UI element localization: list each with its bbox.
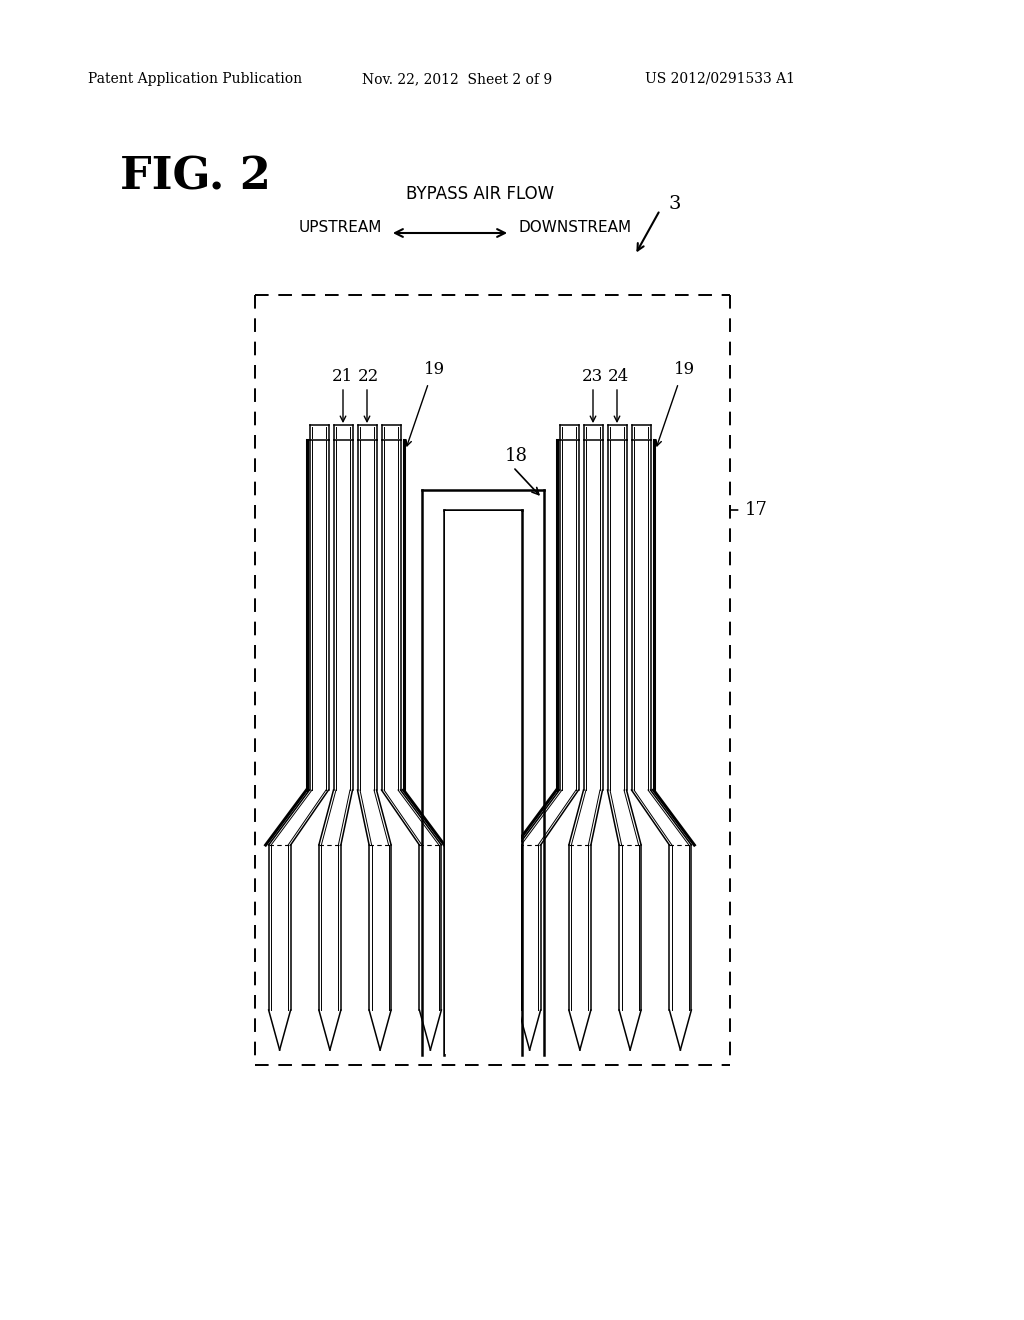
- Text: 21: 21: [332, 368, 352, 385]
- Text: 23: 23: [582, 368, 603, 385]
- Polygon shape: [445, 511, 521, 1053]
- Text: BYPASS AIR FLOW: BYPASS AIR FLOW: [406, 185, 554, 203]
- Text: 17: 17: [745, 502, 768, 519]
- Text: 19: 19: [674, 360, 694, 378]
- Text: DOWNSTREAM: DOWNSTREAM: [518, 220, 631, 235]
- Text: UPSTREAM: UPSTREAM: [299, 220, 382, 235]
- Text: 22: 22: [357, 368, 379, 385]
- Text: Nov. 22, 2012  Sheet 2 of 9: Nov. 22, 2012 Sheet 2 of 9: [362, 73, 552, 86]
- Text: US 2012/0291533 A1: US 2012/0291533 A1: [645, 73, 795, 86]
- Text: FIG. 2: FIG. 2: [120, 154, 271, 198]
- Text: 18: 18: [505, 447, 528, 465]
- Text: 24: 24: [607, 368, 629, 385]
- Text: 19: 19: [424, 360, 444, 378]
- Text: Patent Application Publication: Patent Application Publication: [88, 73, 302, 86]
- Text: 3: 3: [668, 195, 681, 213]
